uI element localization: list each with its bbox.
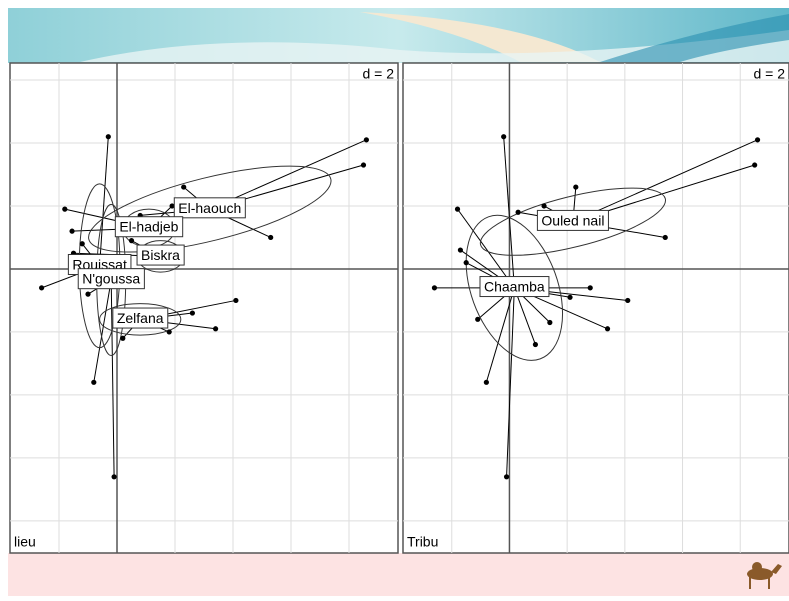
point <box>541 203 547 209</box>
star-line <box>513 287 536 345</box>
panel: El-haouchEl-hadjebBiskraRouissatN'goussa… <box>9 62 399 554</box>
point <box>662 234 668 241</box>
class-ellipse <box>465 214 564 361</box>
point <box>181 184 187 190</box>
point <box>189 310 196 316</box>
star-line <box>506 287 515 477</box>
star-line <box>503 136 515 288</box>
class-label-box <box>77 268 145 290</box>
class-ellipse <box>99 303 182 336</box>
point <box>233 297 239 304</box>
point <box>62 206 68 212</box>
point <box>105 134 111 140</box>
point <box>454 206 461 212</box>
class-label: El-haouch <box>178 200 241 216</box>
class-label: Chaamba <box>484 279 545 295</box>
footer <box>8 553 789 596</box>
star-line <box>457 208 515 289</box>
point <box>363 137 369 143</box>
point <box>625 297 631 304</box>
point <box>128 238 135 244</box>
banner-wave <box>80 30 789 62</box>
class-ellipse <box>88 165 332 253</box>
point <box>69 228 75 234</box>
point <box>360 162 367 168</box>
point <box>120 335 126 341</box>
point <box>463 260 469 266</box>
point <box>475 316 481 322</box>
point <box>169 203 175 209</box>
point <box>39 285 45 291</box>
banner-wave <box>360 12 600 62</box>
point <box>111 474 117 480</box>
panel: Ouled nail Chaamba d = 2 Tribu <box>402 62 789 554</box>
point <box>547 319 553 326</box>
star-line <box>99 136 109 266</box>
point <box>166 329 172 335</box>
class-label: Zelfana <box>117 310 164 326</box>
point <box>515 209 521 215</box>
panel-frame <box>9 62 399 554</box>
banner-wave <box>600 14 789 62</box>
star-line <box>110 279 115 477</box>
point <box>752 162 758 168</box>
star-line <box>93 279 112 383</box>
star-line <box>572 139 758 223</box>
point <box>573 184 579 190</box>
point <box>754 137 761 143</box>
point <box>503 474 510 480</box>
class-label-box <box>479 276 550 298</box>
star-line <box>485 287 515 383</box>
point <box>85 291 91 297</box>
panel-frame <box>402 62 789 554</box>
point <box>91 379 97 385</box>
point <box>483 379 489 385</box>
class-label: N'goussa <box>82 271 140 287</box>
class-label-box <box>536 209 609 231</box>
point <box>79 241 85 247</box>
class-label: Biskra <box>141 247 180 263</box>
class-ellipse <box>479 187 666 256</box>
point <box>587 285 593 291</box>
panel-label: lieu <box>14 534 36 550</box>
class-label: Ouled nail <box>541 212 604 228</box>
class-label-box <box>112 307 169 329</box>
point <box>212 326 219 332</box>
class-label: El-hadjeb <box>119 219 178 235</box>
scale-label: d = 2 <box>362 66 394 82</box>
point <box>567 294 573 300</box>
class-label-box <box>173 197 246 219</box>
panel-label: Tribu <box>407 534 438 550</box>
class-label-box <box>136 244 185 266</box>
point <box>604 326 611 332</box>
point <box>268 234 274 241</box>
point <box>457 247 464 253</box>
camel-icon <box>747 562 782 589</box>
point <box>431 285 438 291</box>
point <box>532 341 539 348</box>
scale-label: d = 2 <box>753 66 785 82</box>
class-label-box <box>114 216 184 238</box>
point <box>501 134 507 140</box>
